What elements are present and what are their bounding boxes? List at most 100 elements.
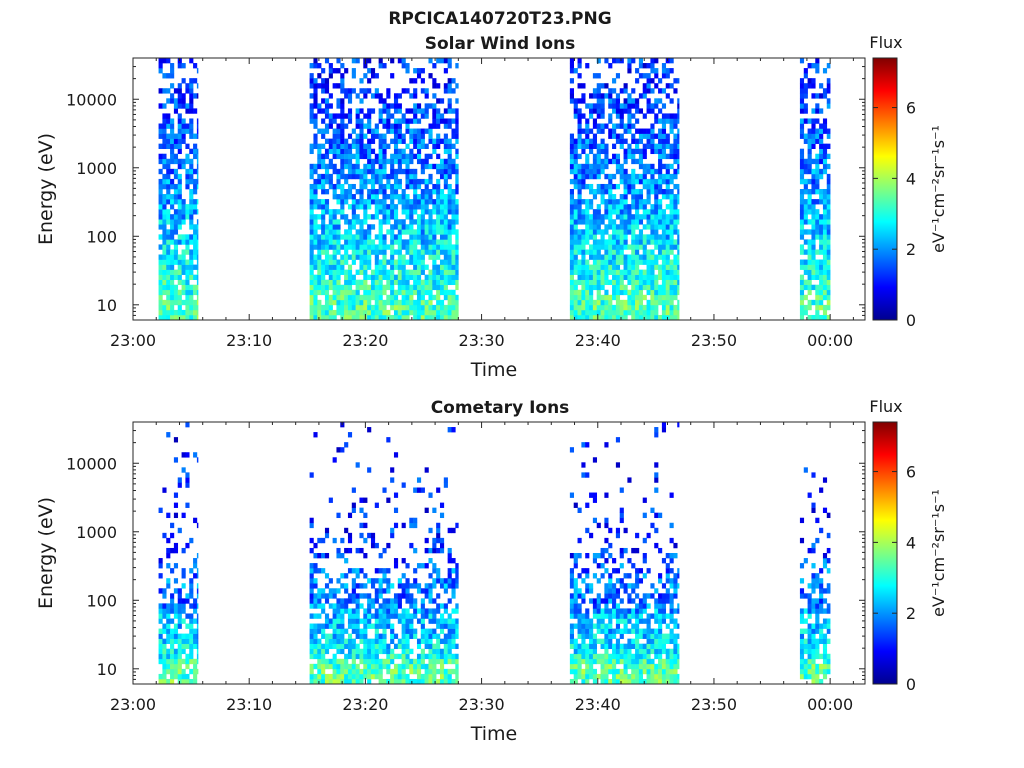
flux-cell: [650, 638, 655, 644]
flux-cell: [585, 239, 590, 245]
flux-cell: [424, 608, 429, 614]
flux-cell: [612, 244, 617, 250]
flux-cell: [351, 583, 356, 589]
flux-cell: [650, 249, 655, 255]
flux-cell: [608, 259, 613, 265]
flux-cell: [347, 663, 353, 670]
flux-cell: [661, 422, 667, 428]
flux-cell: [424, 588, 429, 594]
flux-cell: [313, 568, 318, 574]
flux-cell: [309, 573, 314, 579]
flux-cell: [677, 583, 680, 589]
flux-cell: [589, 254, 594, 260]
flux-cell: [367, 289, 372, 296]
flux-cell: [612, 648, 617, 655]
flux-cell: [799, 163, 805, 170]
flux-cell: [336, 608, 341, 614]
flux-cell: [401, 593, 406, 599]
flux-cell: [405, 239, 410, 245]
flux-cell: [401, 204, 406, 210]
flux-cell: [401, 269, 406, 275]
flux-cell: [416, 663, 422, 670]
flux-cell: [420, 108, 425, 114]
flux-cell: [581, 98, 586, 104]
flux-cell: [363, 537, 368, 544]
flux-cell: [336, 128, 341, 134]
flux-cell: [189, 168, 194, 175]
flux-cell: [413, 568, 418, 574]
flux-cell: [413, 133, 418, 139]
flux-cell: [363, 209, 368, 215]
flux-cell: [386, 103, 391, 109]
flux-cell: [378, 158, 383, 165]
flux-cell: [382, 209, 387, 215]
flux-cell: [669, 522, 674, 529]
flux-cell: [815, 214, 820, 220]
flux-cell: [351, 593, 356, 599]
flux-cell: [359, 593, 364, 599]
flux-cell: [328, 588, 333, 594]
flux-cell: [355, 309, 360, 316]
flux-cell: [585, 608, 590, 614]
flux-cell: [166, 183, 171, 190]
flux-cell: [447, 553, 452, 559]
flux-cell: [826, 224, 831, 230]
flux-cell: [455, 168, 459, 175]
flux-cell: [436, 547, 441, 554]
flux-cell: [378, 163, 383, 170]
flux-cell: [665, 294, 670, 301]
flux-cell: [815, 314, 820, 321]
flux-cell: [811, 229, 816, 235]
flux-cell: [600, 244, 605, 250]
flux-cell: [451, 244, 456, 250]
flux-cell: [658, 98, 663, 104]
flux-cell: [173, 214, 179, 220]
flux-cell: [646, 643, 651, 650]
flux-cell: [321, 183, 326, 190]
flux-cell: [409, 133, 414, 139]
flux-cell: [596, 93, 601, 99]
flux-cell: [185, 279, 190, 286]
flux-cell: [807, 168, 812, 175]
flux-cell: [455, 148, 459, 155]
flux-cell: [359, 78, 364, 84]
flux-cell: [370, 673, 376, 680]
flux-cell: [439, 603, 445, 609]
flux-cell: [401, 264, 406, 270]
flux-cell: [347, 173, 353, 180]
flux-cell: [596, 88, 601, 94]
flux-cell: [646, 63, 651, 69]
flux-cell: [185, 284, 190, 291]
flux-cell: [581, 239, 586, 245]
flux-cell: [420, 663, 425, 670]
flux-cell: [193, 254, 198, 260]
flux-cell: [608, 224, 613, 230]
flux-cell: [313, 88, 318, 94]
flux-cell: [608, 103, 613, 109]
flux-cell: [162, 608, 167, 614]
flux-cell: [313, 673, 318, 680]
flux-cell: [807, 63, 812, 69]
flux-cell: [193, 608, 198, 614]
flux-cell: [573, 214, 578, 220]
flux-cell: [669, 284, 674, 291]
flux-cell: [569, 309, 575, 316]
flux-cell: [615, 108, 621, 114]
flux-cell: [166, 623, 171, 629]
flux-cell: [309, 183, 314, 190]
flux-cell: [177, 88, 182, 94]
flux-cell: [642, 668, 647, 675]
flux-cell: [397, 274, 402, 280]
flux-cell: [581, 658, 586, 665]
flux-cell: [324, 199, 330, 205]
flux-cell: [592, 259, 598, 265]
flux-cell: [393, 224, 399, 230]
flux-cell: [378, 98, 383, 104]
flux-cell: [819, 83, 824, 89]
flux-cell: [428, 492, 433, 498]
flux-cell: [627, 294, 632, 301]
flux-cell: [573, 658, 578, 665]
flux-cell: [317, 269, 322, 275]
flux-cell: [661, 603, 667, 609]
flux-cell: [158, 279, 163, 286]
